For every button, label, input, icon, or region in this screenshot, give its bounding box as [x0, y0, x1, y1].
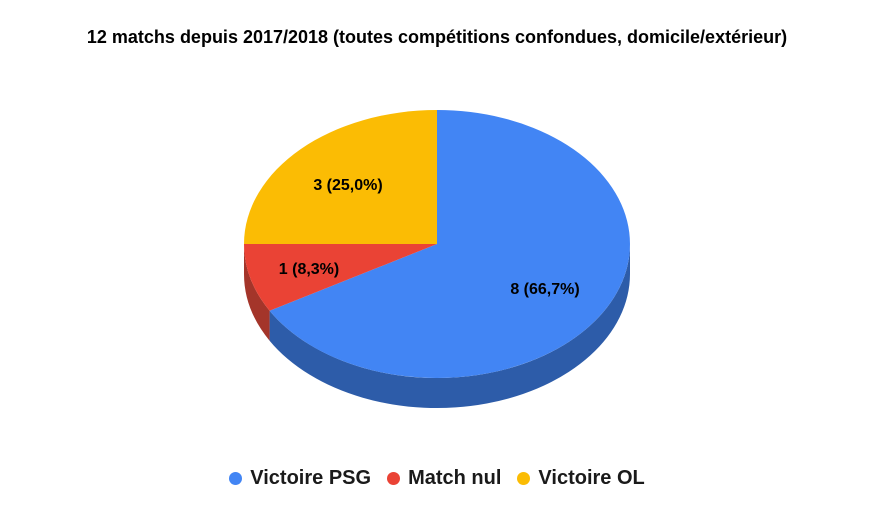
legend-dot-circle — [229, 472, 243, 485]
legend-label-match-nul: Match nul — [408, 467, 502, 489]
legend-dot-circle — [387, 472, 401, 485]
legend-dot-victoire-psg-icon — [229, 472, 243, 485]
pie-slice-victoire-ol[interactable] — [244, 110, 437, 244]
legend: Victoire PSG Match nul Victoire OL — [0, 467, 874, 490]
pie-slice-match-nul[interactable] — [244, 244, 437, 311]
legend-dot-circle — [517, 472, 531, 485]
legend-dot-match-nul-icon — [387, 472, 401, 485]
slice-label-match-nul: 1 (8,3%) — [279, 261, 339, 278]
legend-item-match-nul[interactable]: Match nul — [387, 467, 501, 490]
legend-label-victoire-ol: Victoire OL — [538, 467, 645, 489]
chart-title: 12 matchs depuis 2017/2018 (toutes compé… — [86, 27, 788, 47]
legend-item-victoire-psg[interactable]: Victoire PSG — [229, 467, 371, 490]
legend-item-victoire-ol[interactable]: Victoire OL — [517, 467, 645, 490]
pie-slice-victoire-psg[interactable] — [269, 110, 630, 378]
pie-side-victoire-psg — [269, 244, 630, 409]
legend-dot-victoire-ol-icon — [517, 472, 531, 485]
pie-side-match-nul — [244, 244, 270, 341]
slice-label-victoire-psg: 8 (66,7%) — [510, 281, 579, 298]
legend-label-victoire-psg: Victoire PSG — [250, 467, 372, 489]
slice-label-victoire-ol: 3 (25,0%) — [313, 177, 382, 194]
